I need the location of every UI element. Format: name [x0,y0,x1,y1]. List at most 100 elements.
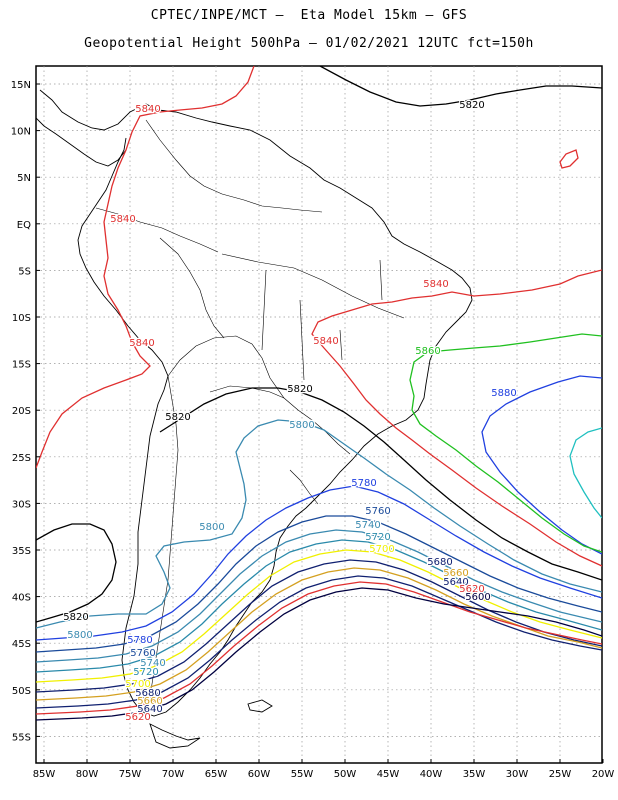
lon-tick-label: 70W [162,769,185,780]
border-venezuela-guyana [221,193,323,213]
contour-label: 5720 [365,532,390,543]
border-argentina-brazil [269,377,351,455]
contour-lines [36,66,602,721]
contour-5840-island [559,149,579,169]
border-peru-brazil [159,237,225,339]
contour-5840-west [36,66,255,469]
contour-5820 [36,66,602,623]
contour-label: 5880 [491,388,516,399]
contour-label: 5820 [287,384,312,395]
contour-label: 5760 [130,648,155,659]
lon-tick-label: 55W [291,769,314,780]
contour-5760 [36,515,602,653]
contour-label: 5860 [415,346,440,357]
coastlines [36,89,473,749]
contour-label: 5720 [133,667,158,678]
lon-tick-label: 50W [334,769,357,780]
contour-label: 5800 [289,420,314,431]
lat-tick-label: 20S [12,406,31,417]
border-colombia-ecuador-peru [95,207,219,253]
south-america-coast [39,89,473,717]
contour-5880 [481,375,602,555]
contour-5640 [36,575,602,709]
lon-tick-label: 80W [76,769,99,780]
lat-tick-label: 5S [18,266,31,277]
lon-tick-label: 40W [420,769,443,780]
border-uruguay [289,469,319,505]
map-subtitle: Geopotential Height 500hPa – 01/02/2021 … [84,36,534,51]
contour-5840-east [311,269,602,567]
contour-label: 5640 [443,577,468,588]
lat-tick-label: 10N [11,127,31,138]
lat-tick-label: 5N [17,173,31,184]
contour-label: 5820 [165,412,190,423]
border-brazil-states [221,253,405,381]
contour-label: 5760 [365,506,390,517]
lat-tick-label: 15N [11,80,31,91]
contour-label: 5780 [127,635,152,646]
contour-label: 5780 [351,478,376,489]
lon-tick-label: 85W [33,769,56,780]
contour-5780 [36,485,602,641]
tierra-del-fuego-coast [149,723,201,749]
lon-tick-label: 35W [463,769,486,780]
lat-tick-label: 10S [12,313,31,324]
lon-tick-label: 65W [205,769,228,780]
contour-label: 5800 [199,522,224,533]
contour-label: 5800 [67,630,92,641]
map-title: CPTEC/INPE/MCT – Eta Model 15km – GFS [150,8,468,23]
lat-lon-grid [36,66,602,763]
lat-tick-label: 35S [12,546,31,557]
contour-5660 [36,567,602,701]
contour-label: 5840 [110,214,135,225]
lat-tick-label: 15S [12,360,31,371]
lon-tick-label: 60W [248,769,271,780]
border-chile-argentina [147,375,179,711]
contour-label: 5680 [427,557,452,568]
contour-5860 [409,333,602,553]
lon-tick-label: 75W [119,769,142,780]
contour-label: 5740 [140,658,165,669]
contour-label: 5640 [137,704,162,715]
lon-tick-label: 25W [549,769,572,780]
contour-5800 [36,419,602,629]
contour-5620 [36,581,602,715]
contour-label: 5840 [129,338,154,349]
contour-label: 5820 [459,100,484,111]
lat-tick-label: 50S [12,686,31,697]
contour-label: 5660 [137,696,162,707]
lon-tick-label: 20W [592,769,615,780]
lon-tick-label: 30W [506,769,529,780]
contour-label: 5820 [63,612,88,623]
lat-tick-label: EQ [17,220,31,231]
contour-5680 [36,559,602,693]
lat-tick-label: 40S [12,593,31,604]
lat-tick-label: 30S [12,499,31,510]
contour-label: 5620 [459,584,484,595]
border-colombia-venezuela [145,119,223,195]
contour-label: 5680 [135,688,160,699]
contour-labels: 5820 5840 5840 5840 5840 5840 5860 5880 5820 5820… [62,99,518,724]
falklands-coast [247,699,273,713]
contour-label: 5740 [355,520,380,531]
axis-ticks: 85W 80W 75W 70W 65W 60W 55W 50W 45W 40W 35W 30W 25W 2… [11,80,615,780]
contour-label: 5840 [423,279,448,290]
contour-label: 5600 [465,592,490,603]
lat-tick-label: 55S [12,732,31,743]
contour-5720 [36,539,602,673]
border-peru-bolivia [167,335,271,379]
central-america-coast [36,117,127,167]
contour-5900 [569,427,602,519]
contour-label: 5660 [443,568,468,579]
contour-label: 5840 [135,104,160,115]
contour-label: 5840 [313,336,338,347]
contour-label: 5700 [125,679,150,690]
lon-tick-label: 45W [377,769,400,780]
contour-5600 [36,587,602,721]
contour-label: 5620 [125,712,150,723]
country-borders [95,119,405,711]
lat-tick-label: 25S [12,453,31,464]
contour-label: 5700 [369,544,394,555]
contour-5740 [36,529,602,663]
